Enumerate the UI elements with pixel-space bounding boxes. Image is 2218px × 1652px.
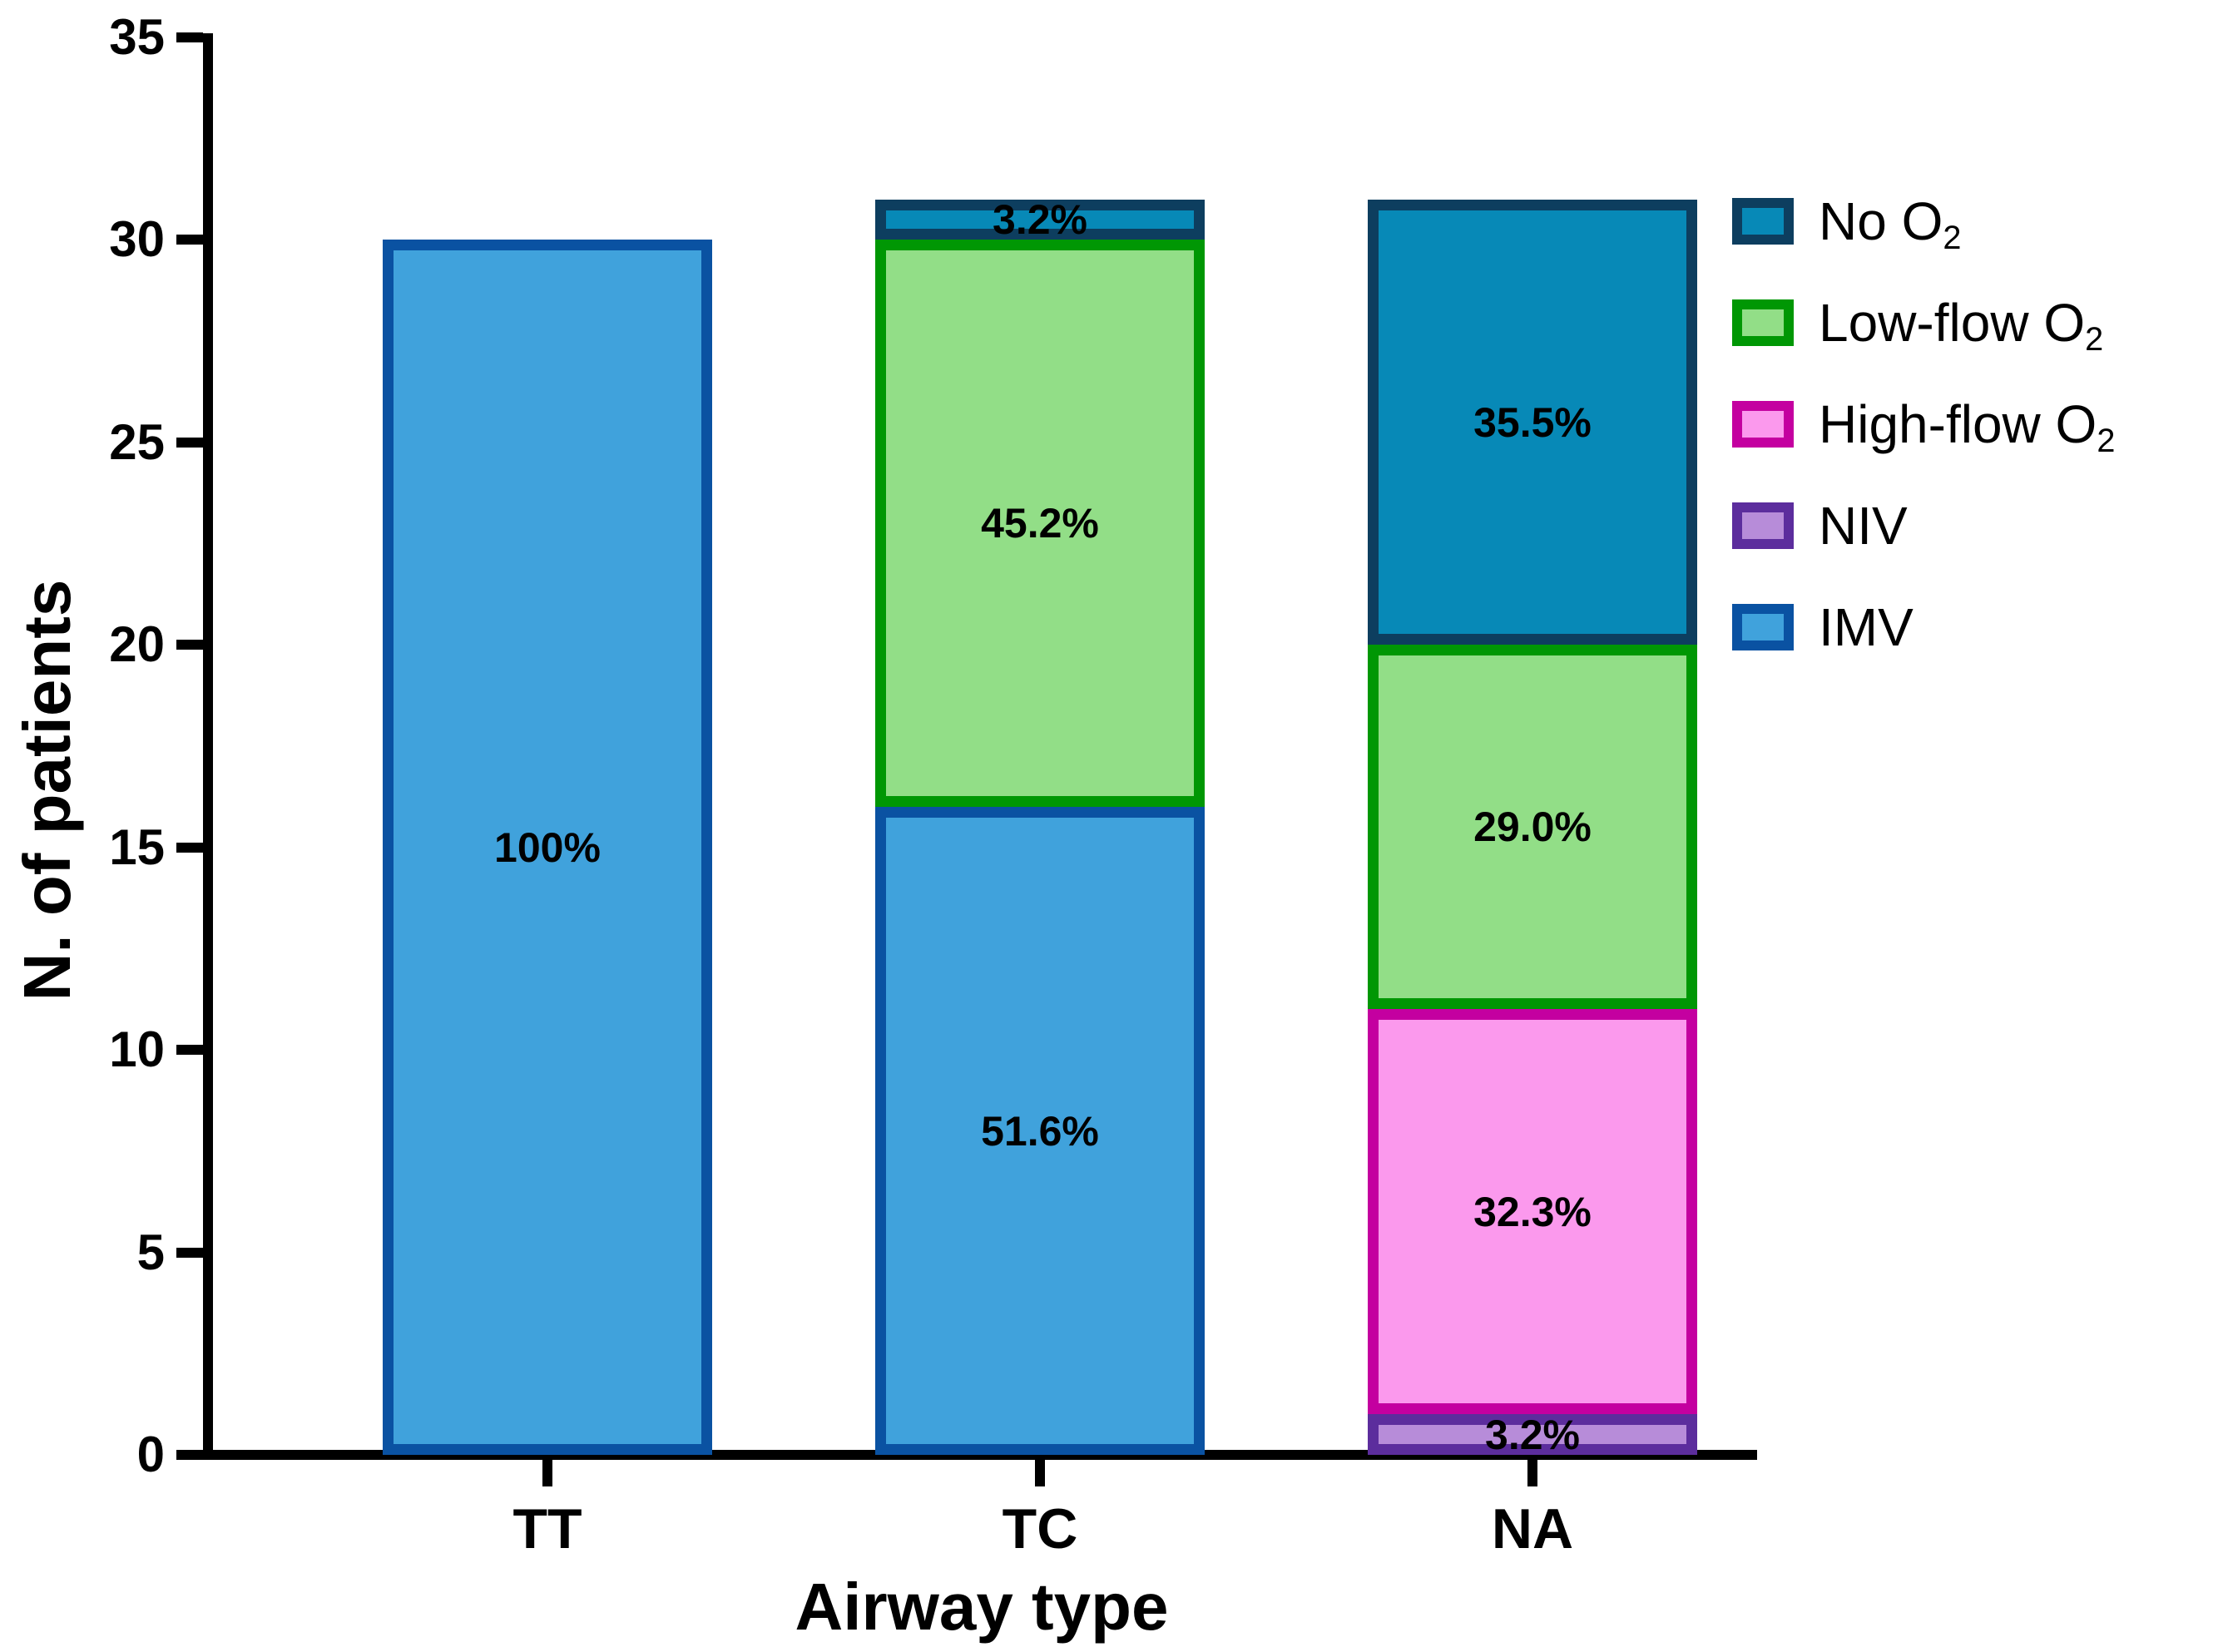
legend-item-text: High-flow O <box>1819 394 2097 454</box>
y-tick <box>176 437 203 448</box>
y-tick-label: 0 <box>136 1427 165 1482</box>
legend-item-subscript: 2 <box>2097 423 2116 460</box>
legend-item-text: No O <box>1819 191 1943 251</box>
y-tick-label: 5 <box>136 1224 165 1280</box>
legend-item-text: NIV <box>1819 496 1908 556</box>
y-tick <box>176 1450 203 1460</box>
y-tick-label: 25 <box>109 413 165 470</box>
legend-swatch-imv-icon <box>1732 604 1794 650</box>
y-tick <box>176 842 203 853</box>
legend-swatch-no-o2-icon <box>1732 198 1794 245</box>
y-tick-label: 30 <box>109 211 165 268</box>
bar-segment-no-o2 <box>875 199 1205 240</box>
legend-swatch-high-flow-o2-icon <box>1732 401 1794 448</box>
y-axis-line <box>203 33 213 1460</box>
y-tick-label: 15 <box>109 819 165 875</box>
y-tick <box>176 235 203 245</box>
legend-item-niv: NIV <box>1819 496 1908 556</box>
bar-segment-low-flow-o2 <box>1368 645 1697 1010</box>
x-tick <box>542 1460 552 1486</box>
legend-swatch-niv-icon <box>1732 502 1794 549</box>
x-axis-title: Airway type <box>795 1570 1169 1644</box>
y-tick-label: 10 <box>109 1021 165 1078</box>
y-tick <box>176 1045 203 1056</box>
legend-item-text: IMV <box>1819 597 1914 657</box>
x-tick <box>1527 1460 1537 1486</box>
y-tick-label: 20 <box>109 616 165 673</box>
bar-segment-no-o2 <box>1368 199 1697 645</box>
y-tick <box>176 640 203 650</box>
bar-segment-niv <box>1368 1414 1697 1455</box>
bar-segment-imv <box>875 807 1205 1455</box>
y-tick-label: 35 <box>109 9 165 65</box>
legend-item-no-o2: No O2 <box>1819 191 1961 256</box>
y-tick <box>176 32 203 42</box>
legend-item-low-flow-o2: Low-flow O2 <box>1819 293 2103 358</box>
bar-segment-high-flow-o2 <box>1368 1009 1697 1415</box>
legend-swatch-low-flow-o2-icon <box>1732 299 1794 346</box>
x-tick <box>1035 1460 1045 1486</box>
bar-segment-imv <box>383 240 712 1455</box>
legend-item-high-flow-o2: High-flow O2 <box>1819 394 2115 459</box>
x-tick-label-na: NA <box>1491 1497 1574 1560</box>
x-tick-label-tc: TC <box>1002 1497 1078 1560</box>
legend-item-subscript: 2 <box>2085 321 2104 359</box>
x-tick-label-tt: TT <box>512 1497 582 1560</box>
y-tick <box>176 1247 203 1258</box>
legend-item-imv: IMV <box>1819 597 1914 657</box>
legend-item-text: Low-flow O <box>1819 293 2086 353</box>
bar-segment-low-flow-o2 <box>875 240 1205 808</box>
legend-item-subscript: 2 <box>1943 220 1962 257</box>
